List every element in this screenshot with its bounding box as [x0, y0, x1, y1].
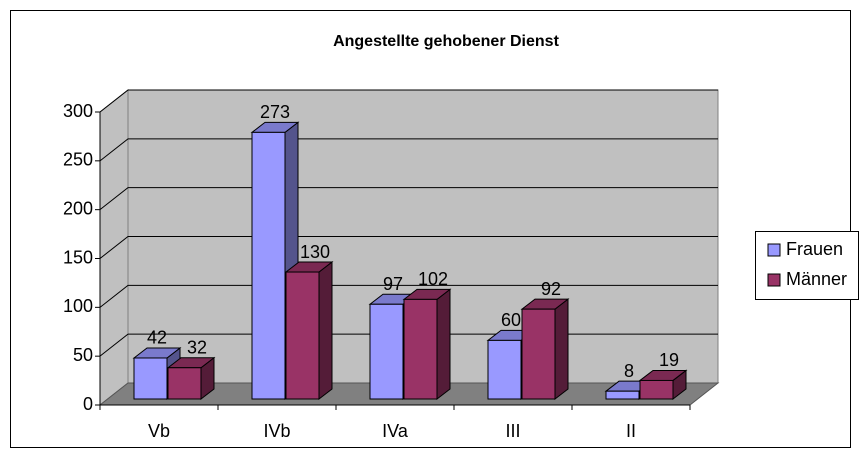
- legend-label: Frauen: [786, 239, 843, 259]
- legend-swatch: [767, 243, 781, 257]
- data-label: 273: [260, 102, 290, 122]
- bar: [369, 303, 404, 400]
- bar: [133, 357, 168, 400]
- data-label: 60: [501, 310, 521, 330]
- y-tick-label: 200: [63, 198, 93, 218]
- y-tick-label: 100: [63, 296, 93, 316]
- grid-line: [99, 236, 718, 259]
- bar-side: [436, 288, 451, 401]
- y-tick-label: 0: [83, 394, 93, 414]
- data-label: 130: [300, 242, 330, 262]
- data-label: 102: [418, 269, 448, 289]
- data-label: 19: [659, 350, 679, 370]
- legend: [755, 231, 859, 300]
- x-tick-label: III: [505, 421, 520, 441]
- legend-swatch: [767, 273, 781, 287]
- bar-side: [554, 298, 569, 401]
- data-label: 42: [147, 328, 167, 348]
- bar: [403, 298, 438, 400]
- x-tick-label: IVb: [263, 421, 290, 441]
- data-label: 97: [383, 274, 403, 294]
- chart-title: Angestellte gehobener Dienst: [333, 33, 559, 50]
- bar: [639, 379, 674, 400]
- bar: [487, 339, 522, 400]
- legend-label: Männer: [786, 269, 847, 289]
- data-label: 32: [187, 337, 207, 357]
- bar: [521, 308, 556, 400]
- grid-line: [99, 89, 718, 113]
- grid-line: [99, 187, 718, 211]
- grid-line: [99, 284, 718, 308]
- bar: [167, 367, 202, 400]
- bar: [285, 271, 320, 400]
- grid-line: [99, 138, 718, 162]
- bar: [605, 390, 640, 400]
- y-tick-label: 50: [73, 345, 93, 365]
- y-tick-label: 150: [63, 247, 93, 267]
- bar: [251, 131, 286, 400]
- y-tick-label: 300: [63, 101, 93, 121]
- x-tick-label: Vb: [148, 421, 170, 441]
- x-tick-label: IVa: [382, 421, 409, 441]
- data-label: 92: [541, 279, 561, 299]
- x-tick-label: II: [626, 421, 636, 441]
- y-tick-label: 250: [63, 150, 93, 170]
- bar-side: [318, 261, 333, 401]
- data-label: 8: [624, 361, 634, 381]
